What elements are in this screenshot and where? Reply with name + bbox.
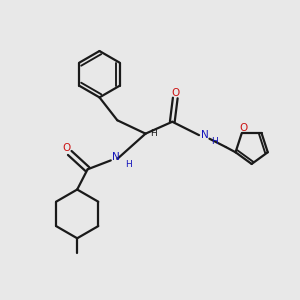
Text: N: N xyxy=(201,130,209,140)
Text: O: O xyxy=(171,88,179,98)
Text: H: H xyxy=(125,160,132,169)
Text: H: H xyxy=(211,137,218,146)
Text: N: N xyxy=(112,152,120,162)
Text: H: H xyxy=(150,129,157,138)
Text: O: O xyxy=(239,123,247,133)
Text: O: O xyxy=(63,142,71,153)
